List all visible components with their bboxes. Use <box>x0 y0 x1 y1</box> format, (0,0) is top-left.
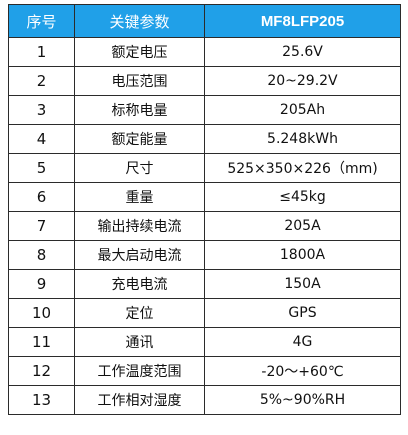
table-row: 11 通讯 4G <box>8 327 401 357</box>
param-name: 充电电流 <box>74 269 205 299</box>
param-name: 工作温度范围 <box>74 356 205 386</box>
table-row: 5 尺寸 525×350×226（mm) <box>8 153 401 183</box>
row-index: 3 <box>8 95 75 125</box>
header-param: 关键参数 <box>74 4 205 38</box>
table-body: 1 额定电压 25.6V 2 电压范围 20~29.2V 3 标称电量 205Ah 4 额定能量 5.… <box>8 37 401 415</box>
row-index: 9 <box>8 269 75 299</box>
param-name: 定位 <box>74 298 205 328</box>
table-row: 10 定位 GPS <box>8 298 401 328</box>
table-header: 序号 关键参数 MF8LFP205 <box>8 4 401 38</box>
param-name: 通讯 <box>74 327 205 357</box>
row-index: 6 <box>8 182 75 212</box>
table-row: 3 标称电量 205Ah <box>8 95 401 125</box>
row-index: 8 <box>8 240 75 270</box>
spec-table: 序号 关键参数 MF8LFP205 1 额定电压 25.6V 2 电压范围 20~29.2… <box>8 4 401 415</box>
row-index: 2 <box>8 66 75 96</box>
table-row: 1 额定电压 25.6V <box>8 37 401 67</box>
param-name: 重量 <box>74 182 205 212</box>
param-value: 1800A <box>204 240 401 270</box>
param-value: 25.6V <box>204 37 401 67</box>
header-model: MF8LFP205 <box>204 4 401 38</box>
table-row: 9 充电电流 150A <box>8 269 401 299</box>
table-row: 13 工作相对湿度 5%~90%RH <box>8 385 401 415</box>
table-row: 2 电压范围 20~29.2V <box>8 66 401 96</box>
row-index: 12 <box>8 356 75 386</box>
param-name: 最大启动电流 <box>74 240 205 270</box>
header-row: 序号 关键参数 MF8LFP205 <box>8 4 401 38</box>
param-name: 额定电压 <box>74 37 205 67</box>
row-index: 11 <box>8 327 75 357</box>
param-value: 4G <box>204 327 401 357</box>
param-value: 205A <box>204 211 401 241</box>
row-index: 4 <box>8 124 75 154</box>
param-value: 525×350×226（mm) <box>204 153 401 183</box>
table-row: 8 最大启动电流 1800A <box>8 240 401 270</box>
table-row: 12 工作温度范围 -20～+60℃ <box>8 356 401 386</box>
row-index: 13 <box>8 385 75 415</box>
param-name: 尺寸 <box>74 153 205 183</box>
param-name: 输出持续电流 <box>74 211 205 241</box>
param-value: 150A <box>204 269 401 299</box>
param-value: 5.248kWh <box>204 124 401 154</box>
table-row: 4 额定能量 5.248kWh <box>8 124 401 154</box>
param-name: 工作相对湿度 <box>74 385 205 415</box>
param-value: 20~29.2V <box>204 66 401 96</box>
param-name: 标称电量 <box>74 95 205 125</box>
param-value: 5%~90%RH <box>204 385 401 415</box>
param-value: -20～+60℃ <box>204 356 401 386</box>
param-value: GPS <box>204 298 401 328</box>
row-index: 7 <box>8 211 75 241</box>
param-value: 205Ah <box>204 95 401 125</box>
row-index: 1 <box>8 37 75 67</box>
table-row: 6 重量 ≤45kg <box>8 182 401 212</box>
row-index: 10 <box>8 298 75 328</box>
header-index: 序号 <box>8 4 75 38</box>
row-index: 5 <box>8 153 75 183</box>
param-name: 额定能量 <box>74 124 205 154</box>
table-row: 7 输出持续电流 205A <box>8 211 401 241</box>
param-value: ≤45kg <box>204 182 401 212</box>
param-name: 电压范围 <box>74 66 205 96</box>
